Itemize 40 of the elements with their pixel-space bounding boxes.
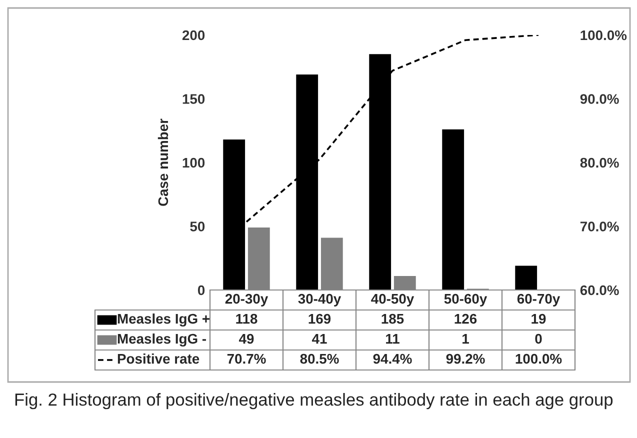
y-tick-label: 50 bbox=[190, 222, 205, 232]
data-label: 80.5% bbox=[300, 354, 339, 364]
y-axis-title: Case number bbox=[158, 118, 168, 206]
data-label: 126 bbox=[454, 314, 477, 324]
bar bbox=[320, 238, 343, 290]
x-tick-label: 50-60y bbox=[444, 294, 488, 306]
data-label: 0 bbox=[535, 334, 542, 344]
data-label: 100.0% bbox=[516, 354, 562, 364]
y2-tick-label: 70.0% bbox=[580, 222, 619, 232]
data-label: 99.2% bbox=[446, 354, 485, 364]
data-label: 94.4% bbox=[373, 354, 412, 364]
x-tick-label: 40-50y bbox=[371, 294, 414, 306]
legend-label: Positive rate bbox=[118, 354, 200, 364]
y2-tick-label: 90.0% bbox=[580, 94, 619, 104]
x-tick-label: 30-40y bbox=[298, 294, 342, 306]
bar bbox=[394, 276, 416, 290]
bar bbox=[515, 266, 538, 290]
data-label: 1 bbox=[462, 334, 469, 344]
data-label: 118 bbox=[236, 314, 258, 324]
data-label: 41 bbox=[312, 334, 327, 344]
x-tick-label: 20-30y bbox=[225, 294, 268, 306]
legend-label: Measles IgG + bbox=[118, 313, 210, 327]
y2-tick-label: 100.0% bbox=[580, 30, 627, 40]
x-tick-label: 60-70y bbox=[517, 294, 560, 306]
data-label: 19 bbox=[532, 314, 546, 324]
data-label: 185 bbox=[382, 314, 404, 324]
y2-tick-label: 80.0% bbox=[580, 158, 619, 168]
y2-tick-label: 60.0% bbox=[580, 285, 619, 296]
data-label: 169 bbox=[308, 314, 331, 324]
data-label: 49 bbox=[238, 334, 254, 344]
y-tick-label: 200 bbox=[182, 30, 205, 40]
y-tick-label: 0 bbox=[198, 285, 205, 296]
data-label: 70.7% bbox=[227, 354, 266, 364]
y-tick-label: 100 bbox=[182, 158, 205, 168]
legend-label: Measles IgG - bbox=[118, 333, 206, 347]
y-tick-label: 150 bbox=[182, 94, 205, 104]
bar bbox=[248, 228, 270, 290]
data-label: 11 bbox=[386, 334, 400, 344]
caption: Fig. 2 Histogram of positive/negative measles antibody rate in each age group bbox=[15, 393, 613, 410]
bar bbox=[442, 129, 464, 290]
